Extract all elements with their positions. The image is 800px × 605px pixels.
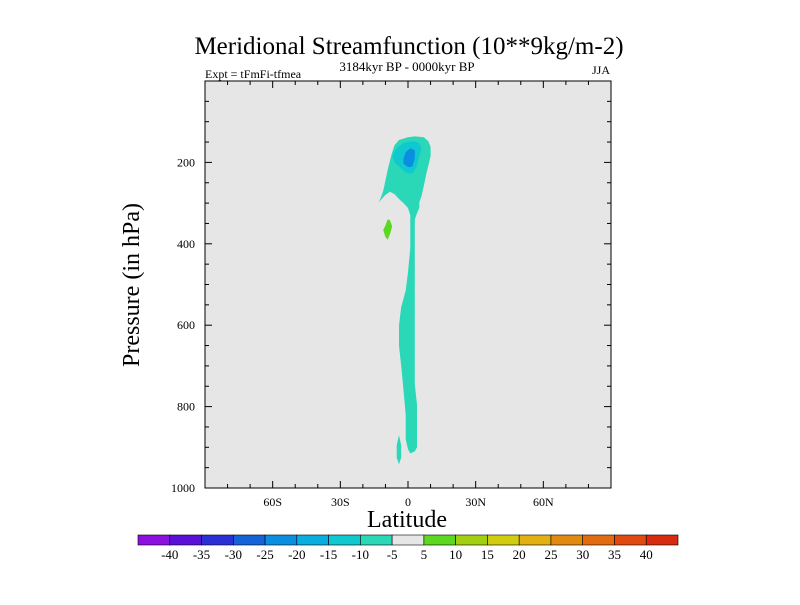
y-tick-label: 600 <box>177 318 195 332</box>
chart-subtitle: 3184kyr BP - 0000kyr BP <box>339 59 474 74</box>
y-tick-label: 400 <box>177 237 195 251</box>
colorbar-swatch <box>645 534 679 546</box>
colorbar-swatch <box>423 534 456 546</box>
colorbar: -40 -35 -30 -25 -20 -15 -10 -5 5 10 15 20 25 30 35 40 <box>137 534 679 562</box>
colorbar-label: 30 <box>576 547 589 562</box>
x-axis-title: Latitude <box>367 507 447 533</box>
colorbar-swatch <box>232 534 266 546</box>
colorbar-swatch <box>582 534 615 546</box>
colorbar-swatch <box>264 534 298 546</box>
x-tick-label: 30N <box>465 495 486 509</box>
colorbar-label: 20 <box>513 547 526 562</box>
colorbar-label: -30 <box>225 547 242 562</box>
colorbar-label: -10 <box>352 547 369 562</box>
contour-region-3 <box>403 148 415 168</box>
colorbar-label: 25 <box>544 547 557 562</box>
colorbar-swatch <box>391 534 425 546</box>
colorbar-label: -15 <box>320 547 337 562</box>
y-tick-label: 1000 <box>171 481 195 495</box>
colorbar-label: -40 <box>161 547 178 562</box>
colorbar-swatch <box>487 534 520 546</box>
colorbar-label: -35 <box>193 547 210 562</box>
contour-layer <box>378 136 431 465</box>
x-tick-label: 60N <box>533 495 554 509</box>
axis-ticks: 60S 30S 0 30N 60N 200 400 600 800 1000 <box>171 81 612 509</box>
colorbar-label: 10 <box>449 547 462 562</box>
x-tick-label: 30S <box>331 495 350 509</box>
colorbar-label: -5 <box>387 547 398 562</box>
contour-region-4 <box>383 219 393 240</box>
colorbar-label: 15 <box>481 547 494 562</box>
contour-region-0 <box>378 136 431 454</box>
chart-title: Meridional Streamfunction (10**9kg/m-2) <box>194 33 623 60</box>
colorbar-swatch <box>296 534 329 546</box>
colorbar-swatch <box>455 534 488 546</box>
colorbar-label: 5 <box>421 547 428 562</box>
y-axis-title: Pressure (in hPa) <box>119 203 145 367</box>
x-tick-label: 60S <box>263 495 282 509</box>
colorbar-swatch <box>169 534 202 546</box>
colorbar-swatch <box>518 534 552 546</box>
colorbar-swatch <box>550 534 584 546</box>
x-tick-label: 0 <box>405 495 411 509</box>
colorbar-label: 40 <box>640 547 653 562</box>
colorbar-swatch <box>137 534 171 546</box>
colorbar-swatch <box>614 534 647 546</box>
left-annotation: Expt = tFmFi-tfmea <box>205 67 302 81</box>
right-annotation: JJA <box>592 63 610 77</box>
colorbar-label: -25 <box>256 547 273 562</box>
colorbar-label: 35 <box>608 547 621 562</box>
colorbar-label: -20 <box>288 547 305 562</box>
colorbar-swatch <box>201 534 234 546</box>
colorbar-swatch <box>360 534 393 546</box>
colorbar-swatch <box>328 534 361 546</box>
y-tick-label: 200 <box>177 155 195 169</box>
contour-region-1 <box>396 435 402 465</box>
y-tick-label: 800 <box>177 400 195 414</box>
